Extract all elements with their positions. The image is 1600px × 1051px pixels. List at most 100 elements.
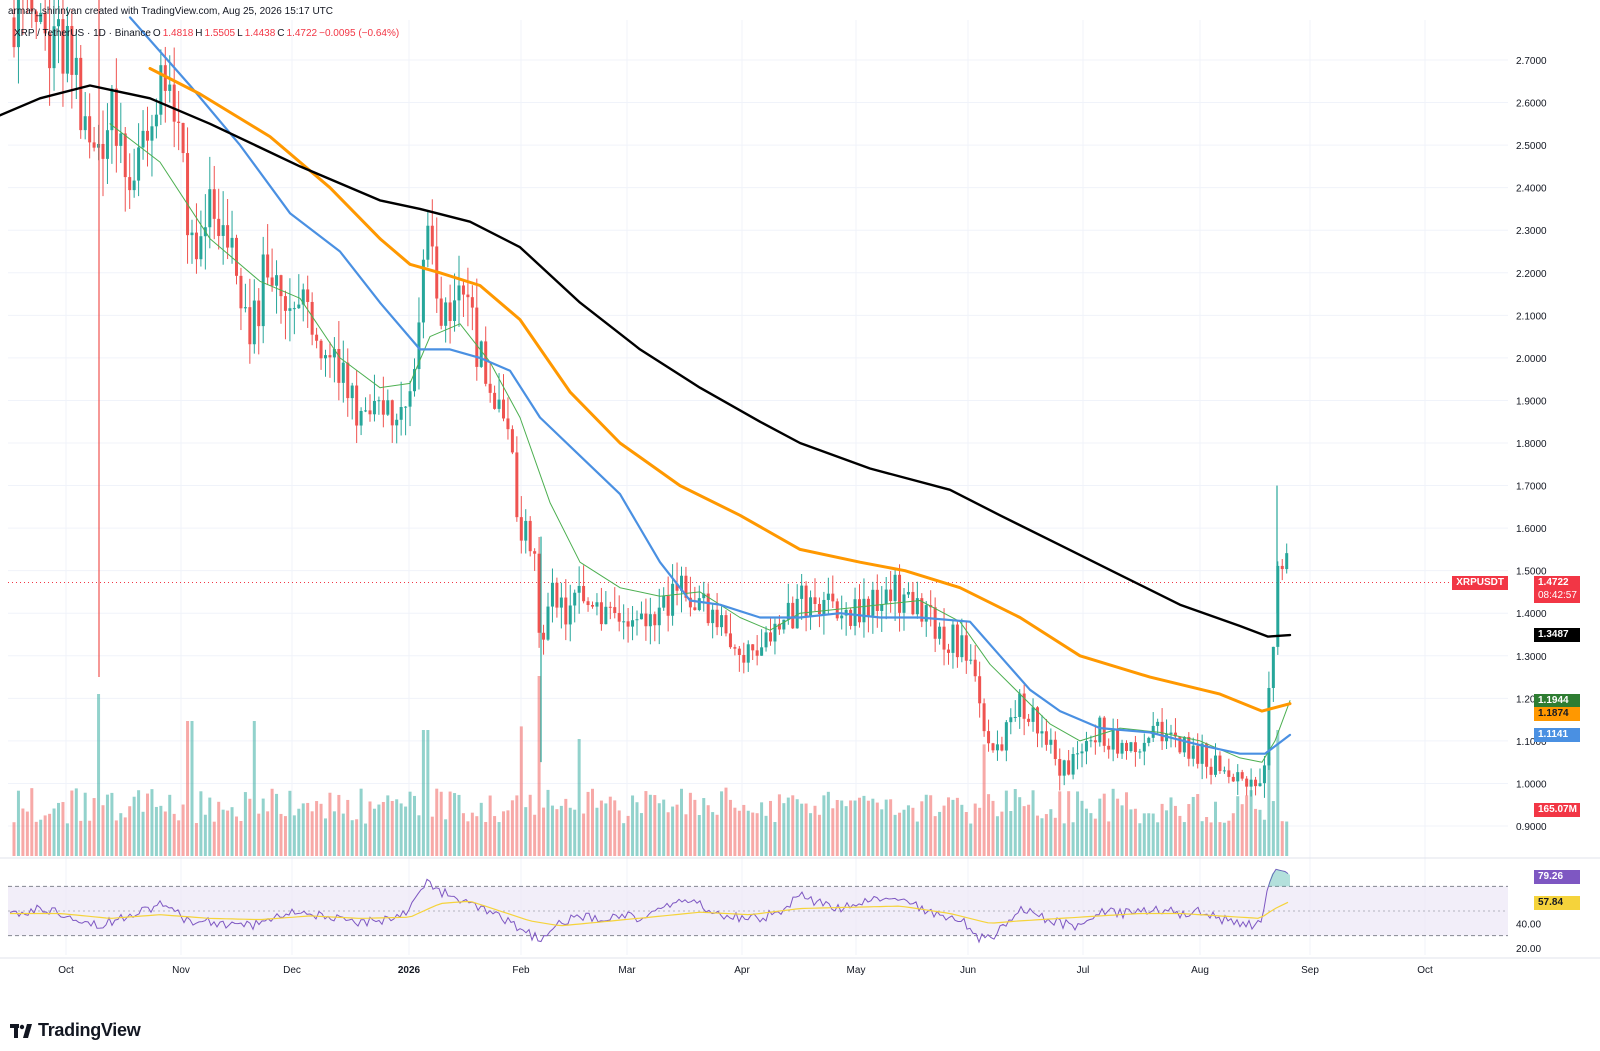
candle-body [786,602,790,620]
candle-body [995,744,999,751]
volume-bar [105,794,109,856]
volume-bar [1036,815,1039,856]
candle-body [635,619,639,621]
candle-body [395,419,399,426]
candle-body [413,369,416,392]
volume-bar [92,798,96,856]
volume-bar [1027,804,1031,856]
volume-bar [301,803,305,856]
volume-bar [804,803,808,856]
candle-body [506,418,510,430]
ma200-line [0,84,1292,638]
volume-bar [1018,797,1022,856]
volume-bars [12,676,1289,856]
candle-body [1138,751,1142,753]
candle-body [1084,741,1088,752]
volume-bar [537,676,541,856]
candle-body [439,298,443,326]
price-tick-label: 1.4000 [1516,609,1547,620]
volume-bar [711,812,715,856]
price-tick-label: 0.9000 [1516,822,1547,833]
candle-body [822,599,826,615]
volume-bar [239,821,243,856]
volume-bar [991,800,995,856]
candle-body [137,147,141,181]
candle-body [16,0,20,48]
volume-bar [826,791,830,856]
candle-body [328,355,332,358]
price-tick-label: 1.8000 [1516,439,1547,450]
candle-body [760,647,764,656]
tradingview-logo[interactable]: TradingView [10,1020,141,1041]
volume-bar [497,822,501,856]
candle-body [457,285,461,301]
candle-body [773,623,777,642]
candle-body [697,598,701,611]
symbol-title[interactable]: XRP / TetherUS · 1D · Binance [14,28,151,39]
volume-bar [65,823,69,856]
price-tick-label: 1.6000 [1516,524,1547,535]
candle-body [973,659,977,677]
volume-bar [800,803,804,856]
volume-bar [648,794,652,856]
candle-body [564,597,568,625]
candle-body [444,302,448,326]
volume-bar [88,820,92,856]
volume-bar [506,810,510,856]
volume-bar [132,796,136,856]
time-tick-label: May [847,965,866,976]
volume-bar [933,816,937,856]
volume-bar [1182,822,1186,856]
volume-bar [706,805,710,856]
volume-bar [622,823,626,856]
volume-bar [929,795,933,856]
volume-bar [386,795,390,856]
volume-bar [1151,813,1155,856]
candle-body [493,392,497,409]
volume-bar [1236,796,1240,856]
candle-body [924,605,928,622]
candle-body [675,583,679,591]
volume-bar [208,797,212,856]
volume-bar [880,809,884,856]
volume-bar [1071,822,1075,856]
candle-body [288,308,292,311]
volume-bar [889,799,893,856]
tradingview-logo-icon [10,1023,32,1038]
candle-body [613,607,617,613]
candle-body [88,116,92,143]
volume-bar [257,813,261,856]
candle-body [720,615,724,628]
volume-bar [79,820,83,856]
candle-body [840,615,844,619]
volume-bar [484,821,488,856]
volume-bar [866,800,870,856]
candle-body [893,574,897,602]
candle-body [1093,740,1097,743]
volume-bar [390,800,394,856]
candle-body [800,585,804,599]
candle-body [599,602,603,625]
volume-bar [212,821,216,856]
volume-bar [1013,789,1017,856]
candle-body [283,296,287,311]
candle-body [70,25,74,75]
candle-body [341,362,345,383]
rsi-pane [8,868,1508,944]
volume-bar [288,790,292,856]
volume-bar [448,791,452,856]
volume-bar [1200,821,1204,856]
candle-body [346,362,350,399]
volume-bar [475,816,479,856]
volume-bar [906,805,910,856]
volume-bar [177,820,181,856]
volume-bar [817,814,821,856]
volume-bar [1080,800,1084,856]
candle-body [884,589,888,605]
candle-body [48,33,52,69]
low-value: 1.4438 [244,28,276,39]
rsi-tick-label: 20.00 [1516,944,1541,955]
candle-body [622,621,626,623]
volume-bar [920,801,924,856]
